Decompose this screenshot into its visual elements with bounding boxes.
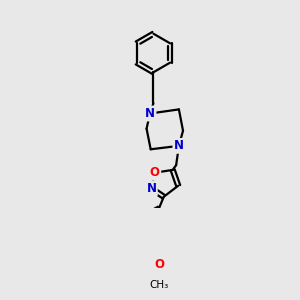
Text: N: N: [146, 182, 156, 195]
Text: CH₃: CH₃: [149, 280, 169, 290]
Text: N: N: [174, 139, 184, 152]
Text: N: N: [145, 107, 155, 120]
Text: O: O: [154, 258, 164, 272]
Text: O: O: [150, 166, 160, 179]
